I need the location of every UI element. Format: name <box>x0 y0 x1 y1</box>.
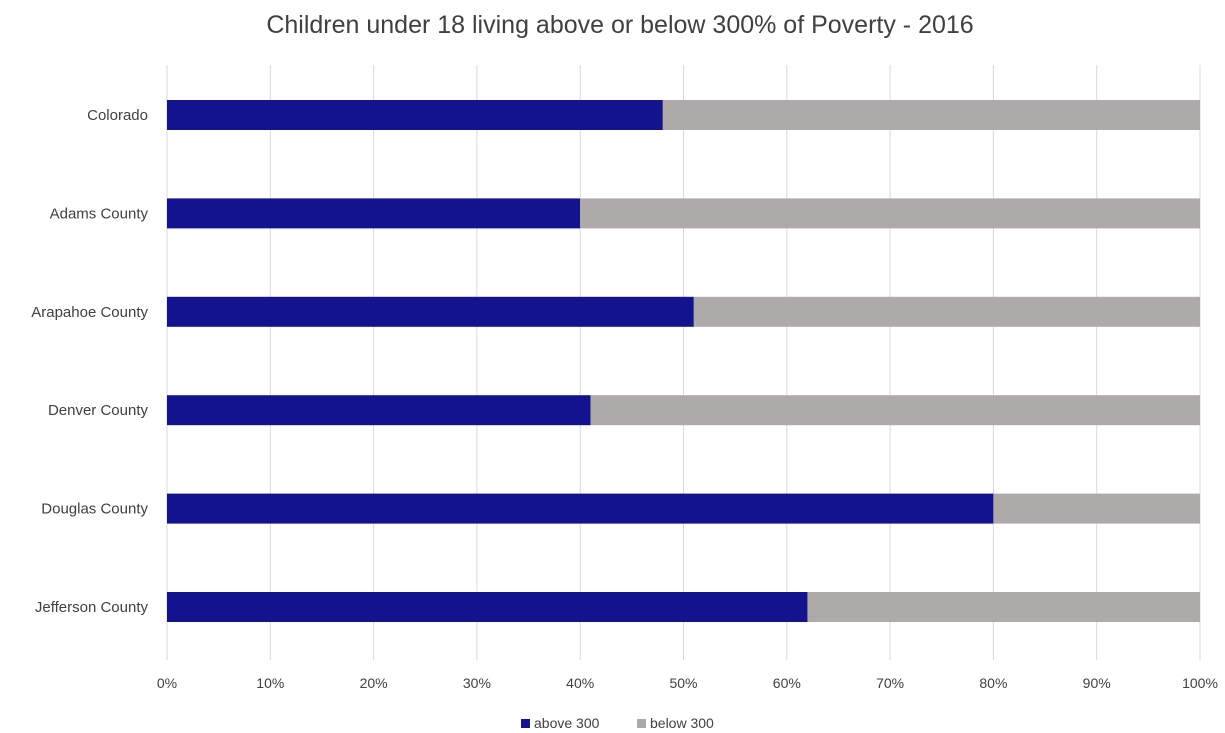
legend-swatch <box>637 719 646 728</box>
bars <box>167 100 1200 622</box>
bar-below-300 <box>993 493 1200 524</box>
x-tick-label: 30% <box>463 675 491 691</box>
bar-above-300 <box>167 296 694 327</box>
x-axis-tick-labels: 0% 10% 20% 30% 40% 50% 60% 70% 80% 90% 100% <box>157 675 1218 691</box>
bar-below-300 <box>693 296 1200 327</box>
x-tick-label: 70% <box>876 675 904 691</box>
bar-below-300 <box>807 592 1200 622</box>
x-tick-label: 90% <box>1083 675 1111 691</box>
x-tick-label: 20% <box>360 675 388 691</box>
x-tick-label: 10% <box>256 675 284 691</box>
x-tick-label: 60% <box>773 675 801 691</box>
bar-below-300 <box>662 100 1200 130</box>
bar-above-300 <box>167 100 663 130</box>
category-label: Denver County <box>48 402 149 419</box>
bar-above-300 <box>167 198 581 229</box>
bar-above-300 <box>167 592 808 622</box>
bar-below-300 <box>590 395 1200 426</box>
chart-title: Children under 18 living above or below … <box>266 11 973 39</box>
x-tick-label: 40% <box>566 675 594 691</box>
bar-below-300 <box>580 198 1200 229</box>
category-labels: Colorado Adams County Arapahoe County Denve… <box>31 107 148 616</box>
legend-swatch <box>521 719 530 728</box>
x-tick-label: 100% <box>1182 675 1218 691</box>
x-tick-label: 50% <box>669 675 697 691</box>
gridlines <box>166 65 1201 660</box>
legend-label: below 300 <box>650 715 714 731</box>
category-label: Colorado <box>87 107 148 124</box>
category-label: Jefferson County <box>35 599 149 616</box>
legend-label: above 300 <box>534 715 600 731</box>
x-tick-label: 80% <box>979 675 1007 691</box>
category-label: Douglas County <box>41 501 148 518</box>
bar-above-300 <box>167 395 591 426</box>
bar-above-300 <box>167 493 994 524</box>
category-label: Adams County <box>50 205 149 222</box>
category-label: Arapahoe County <box>31 304 148 321</box>
x-tick-label: 0% <box>157 675 177 691</box>
legend: above 300 below 300 <box>521 715 714 731</box>
